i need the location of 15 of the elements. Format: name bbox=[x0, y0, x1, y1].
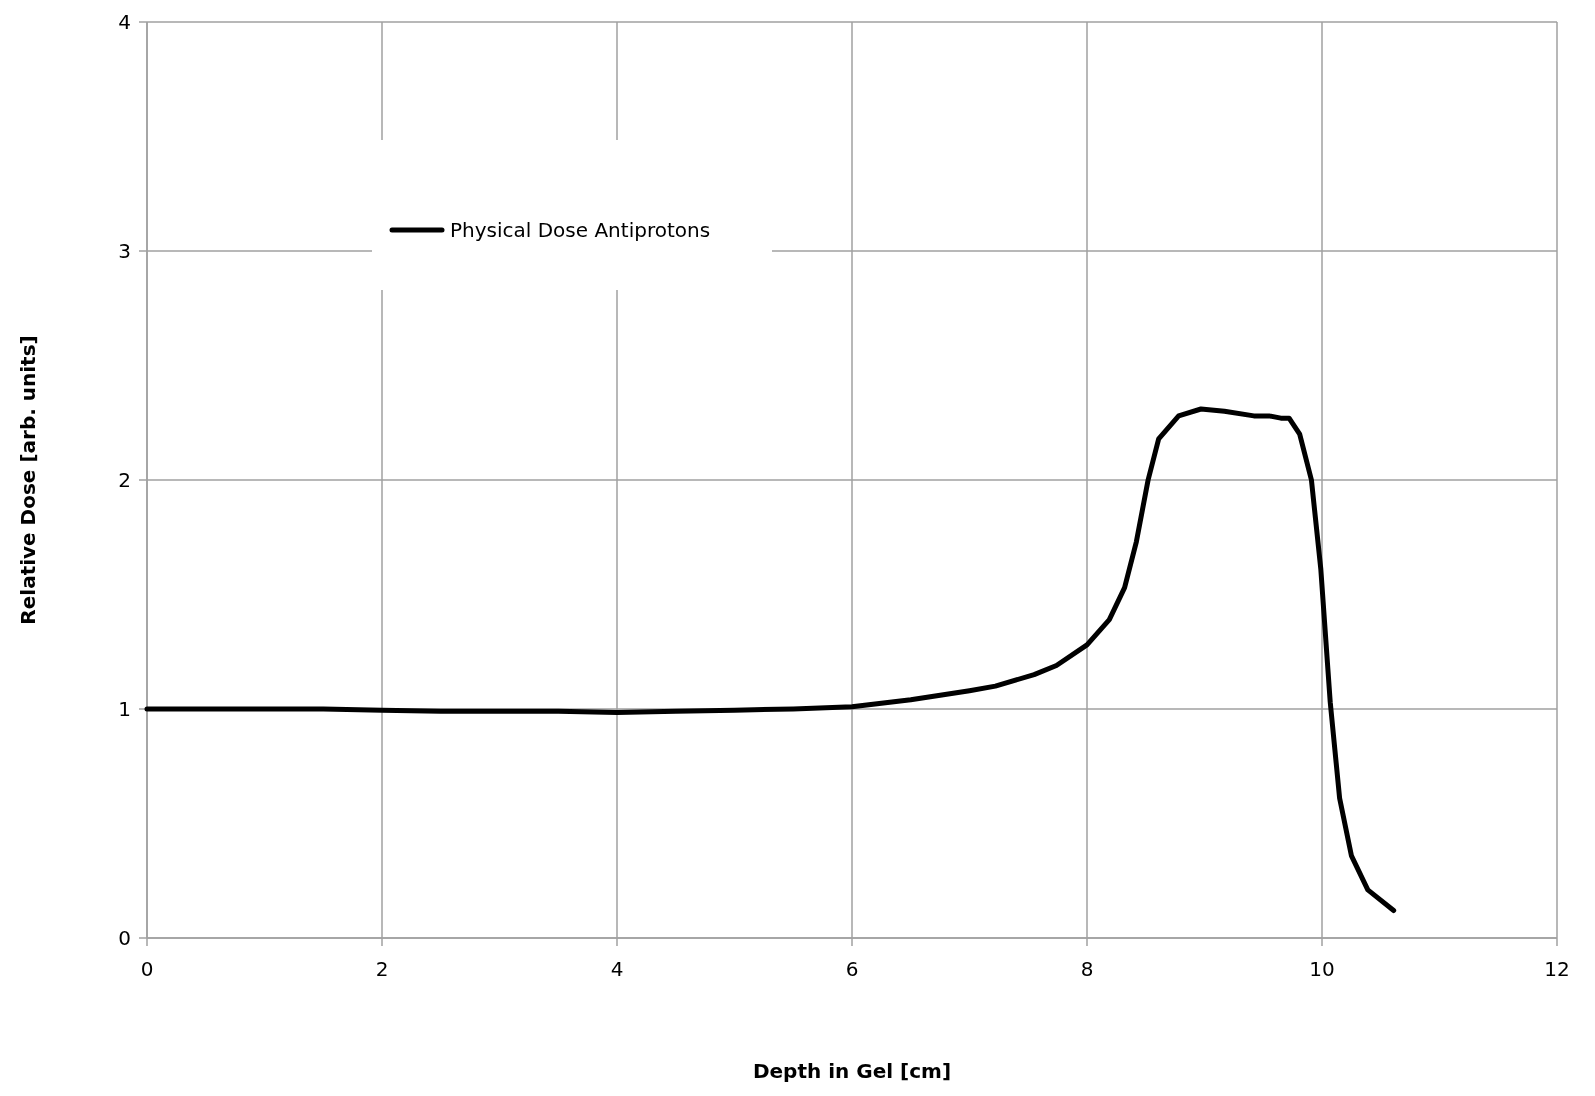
y-tick-label: 3 bbox=[118, 239, 131, 263]
y-tick-label: 4 bbox=[118, 10, 131, 34]
x-axis-title: Depth in Gel [cm] bbox=[752, 1059, 952, 1083]
y-tick-label: 1 bbox=[118, 697, 131, 721]
x-tick-label: 2 bbox=[375, 957, 389, 981]
y-tick-label: 0 bbox=[118, 926, 131, 950]
legend-label: Physical Dose Antiprotons bbox=[450, 218, 711, 242]
x-tick-label: 0 bbox=[140, 957, 154, 981]
x-tick-label: 10 bbox=[1309, 957, 1335, 981]
x-tick-label: 4 bbox=[610, 957, 624, 981]
x-tick-label: 8 bbox=[1080, 957, 1094, 981]
y-tick-label: 2 bbox=[118, 468, 131, 492]
x-tick-label: 6 bbox=[845, 957, 859, 981]
y-axis-title: Relative Dose [arb. units] bbox=[16, 335, 40, 625]
x-tick-label: 12 bbox=[1544, 957, 1570, 981]
